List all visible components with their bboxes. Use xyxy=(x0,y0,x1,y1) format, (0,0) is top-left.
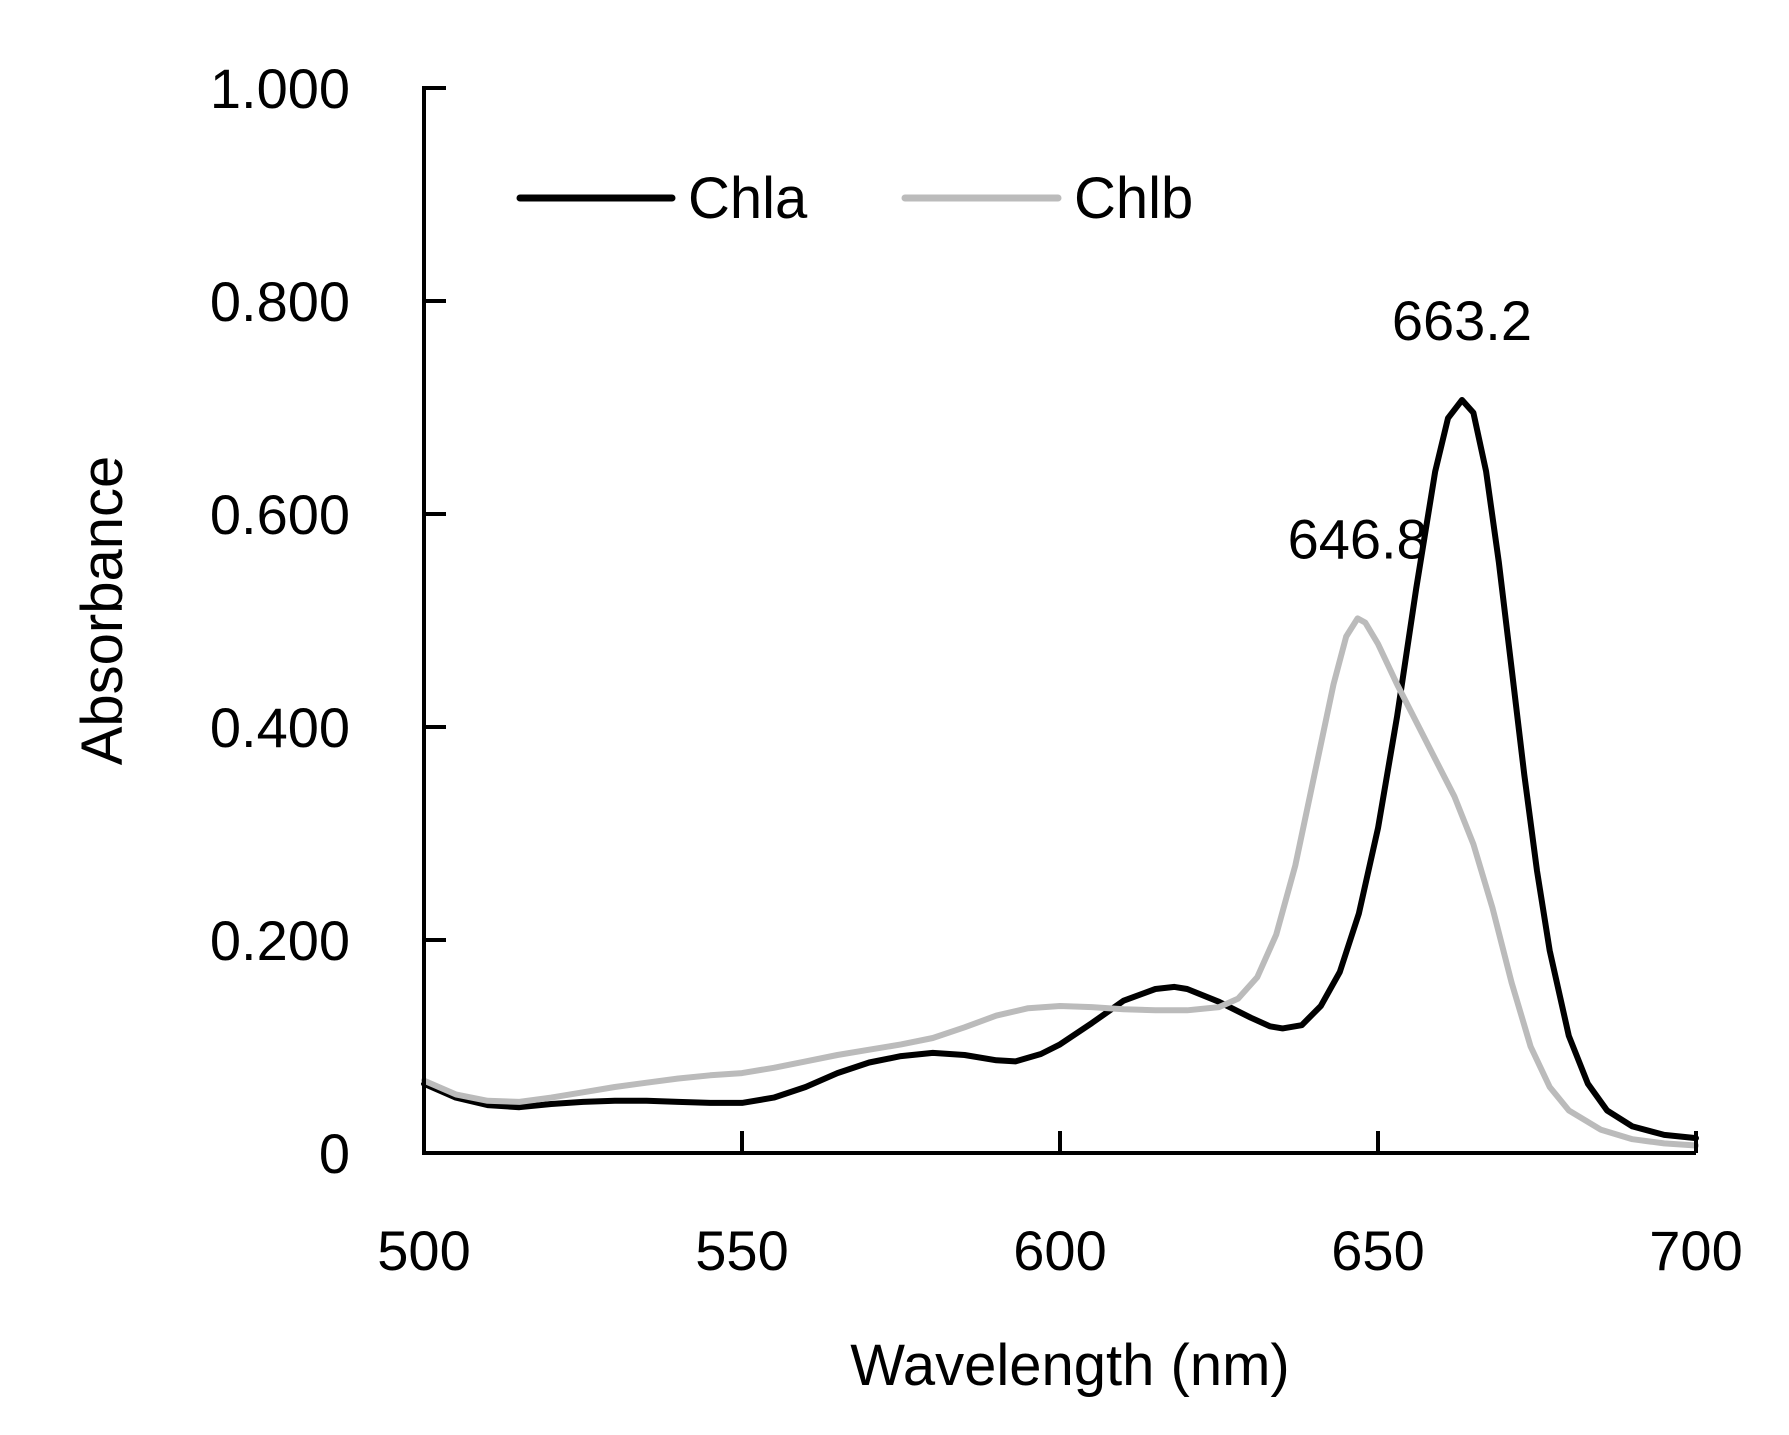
series-line-chlb xyxy=(421,615,1699,1149)
y-tick-label: 0.400 xyxy=(210,696,350,759)
series-line-chla xyxy=(421,397,1699,1142)
x-tick-label: 700 xyxy=(1649,1219,1742,1282)
x-ticks: 500 550 600 650 700 xyxy=(377,1131,1743,1282)
legend: Chla Chlb xyxy=(516,166,1193,231)
y-axis-title: Absorbance xyxy=(70,456,135,766)
peak-annotations: 663.2 646.8 xyxy=(1288,289,1532,570)
x-axis-title: Wavelength (nm) xyxy=(850,1333,1289,1398)
x-tick-label: 600 xyxy=(1013,1219,1106,1282)
y-tick-label: 0.600 xyxy=(210,483,350,546)
legend-label-chla: Chla xyxy=(688,166,808,231)
y-tick-label: 0 xyxy=(319,1122,350,1185)
peak-label: 646.8 xyxy=(1288,507,1428,570)
y-tick-label: 0.200 xyxy=(210,909,350,972)
y-tick-label: 0.800 xyxy=(210,270,350,333)
plot-lines xyxy=(421,397,1699,1149)
x-tick-label: 650 xyxy=(1331,1219,1424,1282)
y-ticks: 0 0.200 0.400 0.600 0.800 1.000 xyxy=(210,57,446,1185)
legend-label-chlb: Chlb xyxy=(1074,166,1193,231)
y-tick-label: 1.000 xyxy=(210,57,350,120)
x-tick-label: 550 xyxy=(695,1219,788,1282)
x-tick-label: 500 xyxy=(377,1219,470,1282)
peak-label: 663.2 xyxy=(1392,289,1532,352)
